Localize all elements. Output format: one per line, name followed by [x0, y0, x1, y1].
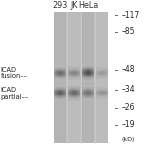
- Text: HeLa: HeLa: [78, 1, 98, 10]
- Bar: [54, 12, 108, 143]
- Bar: [96, 12, 108, 143]
- Bar: [54, 12, 66, 143]
- Text: JK: JK: [70, 1, 78, 10]
- Text: (kD): (kD): [121, 137, 135, 142]
- Bar: [82, 12, 94, 143]
- Text: ICAD
fusion––: ICAD fusion––: [1, 67, 28, 79]
- Text: ICAD
partial––: ICAD partial––: [1, 87, 29, 100]
- Text: –117: –117: [121, 10, 140, 20]
- Text: –19: –19: [121, 120, 135, 129]
- Text: –48: –48: [121, 65, 135, 74]
- Text: –34: –34: [121, 85, 135, 94]
- Text: –85: –85: [121, 27, 135, 36]
- Text: 293: 293: [52, 1, 68, 10]
- Text: –26: –26: [121, 103, 135, 112]
- Bar: [68, 12, 80, 143]
